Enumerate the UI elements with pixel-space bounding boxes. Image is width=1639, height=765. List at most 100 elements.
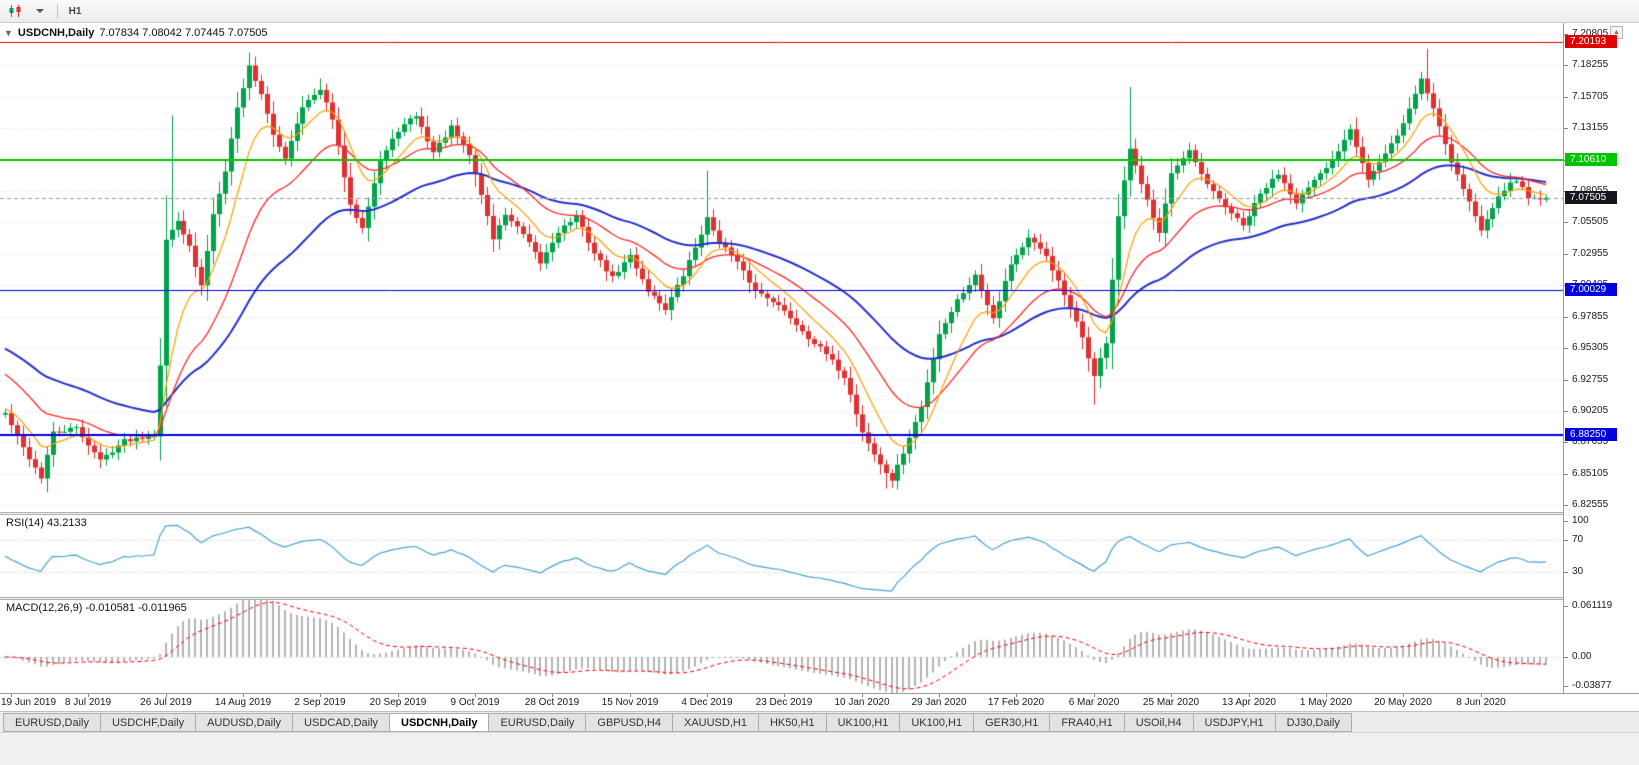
chart-tab-FRA40-H1[interactable]: FRA40,H1 xyxy=(1049,713,1124,732)
axis-tick-mark xyxy=(1564,34,1568,35)
date-label: 15 Nov 2019 xyxy=(601,697,659,708)
candlestick-chart-icon xyxy=(9,5,21,17)
axis-tick-mark xyxy=(1564,128,1568,129)
time-tick-mark xyxy=(1326,694,1327,697)
time-tick-mark xyxy=(784,694,785,697)
time-tick-mark xyxy=(939,694,940,697)
chart-tab-GER30-H1[interactable]: GER30,H1 xyxy=(973,713,1050,732)
chart-tab-EURUSD-Daily[interactable]: EURUSD,Daily xyxy=(3,713,100,732)
current-price-label: 7.07505 xyxy=(1565,191,1617,204)
date-label: 2 Sep 2019 xyxy=(294,697,346,708)
chart-tab-XAUUSD-H1[interactable]: XAUUSD,H1 xyxy=(671,713,758,732)
axis-tick-label: 0.00 xyxy=(1572,651,1592,662)
date-label: 20 May 2020 xyxy=(1374,697,1432,708)
axis-tick-mark xyxy=(1564,380,1568,381)
time-tick-mark xyxy=(1016,694,1017,697)
chart-tab-USDJPY-H1[interactable]: USDJPY,H1 xyxy=(1192,713,1275,732)
axis-tick-label: 6.92755 xyxy=(1572,374,1609,385)
time-tick-mark xyxy=(862,694,863,697)
hline-price-label: 7.00029 xyxy=(1565,283,1617,296)
timeframe-button-H1[interactable]: H1 xyxy=(63,2,87,21)
chart-tab-GBPUSD-H4[interactable]: GBPUSD,H4 xyxy=(585,713,672,732)
chart-tab-USDCAD-Daily[interactable]: USDCAD,Daily xyxy=(292,713,390,732)
time-tick-mark xyxy=(398,694,399,697)
axis-tick-mark xyxy=(1564,348,1568,349)
time-tick-mark xyxy=(243,694,244,697)
axis-tick-label: 30 xyxy=(1572,566,1584,577)
date-label: 20 Sep 2019 xyxy=(369,697,427,708)
date-label: 25 Mar 2020 xyxy=(1142,697,1200,708)
time-tick-mark xyxy=(475,694,476,697)
date-label: 4 Dec 2019 xyxy=(681,697,733,708)
timeframe-toolbar: M1M5M15M30H1H4D1W1MN xyxy=(0,0,1639,93)
axis-tick-mark xyxy=(1564,254,1568,255)
chart-title: ▼ USDCNH,Daily 7.07834 7.08042 7.07445 7… xyxy=(4,27,268,39)
time-tick-mark xyxy=(1171,694,1172,697)
price-axis[interactable]: ▲ 7.208057.182557.157057.131557.106057.0… xyxy=(1563,23,1639,693)
axis-tick-mark xyxy=(1564,65,1568,66)
date-label: 19 Jun 2019 xyxy=(1,697,57,708)
axis-tick-label: 6.85105 xyxy=(1572,468,1609,479)
axis-tick-mark xyxy=(1564,572,1568,573)
date-label: 14 Aug 2019 xyxy=(214,697,272,708)
axis-tick-mark xyxy=(1564,686,1568,687)
time-tick-mark xyxy=(88,694,89,697)
hline-price-label: 7.20193 xyxy=(1565,35,1617,48)
one-click-trading-arrow-icon[interactable]: ▼ xyxy=(4,28,13,38)
axis-tick-mark xyxy=(1564,222,1568,223)
chart-type-icon[interactable] xyxy=(3,2,27,21)
axis-tick-mark xyxy=(1564,606,1568,607)
time-tick-mark xyxy=(630,694,631,697)
axis-tick-label: 7.20805 xyxy=(1572,28,1609,39)
axis-tick-label: 0.061119 xyxy=(1572,600,1613,611)
chart-tab-UK100-H1[interactable]: UK100,H1 xyxy=(899,713,974,732)
axis-tick-mark xyxy=(1564,540,1568,541)
axis-tick-label: 7.05505 xyxy=(1572,216,1609,227)
date-label: 17 Feb 2020 xyxy=(987,697,1045,708)
chart-tab-AUDUSD-Daily[interactable]: AUDUSD,Daily xyxy=(195,713,293,732)
axis-tick-label: 7.13155 xyxy=(1572,122,1609,133)
axis-tick-mark xyxy=(1564,474,1568,475)
chart-tab-DJ30-Daily[interactable]: DJ30,Daily xyxy=(1274,713,1352,732)
time-tick-mark xyxy=(1094,694,1095,697)
date-label: 8 Jun 2020 xyxy=(1456,697,1506,708)
axis-tick-label: 6.87655 xyxy=(1572,436,1609,447)
chart-tab-USOil-H4[interactable]: USOil,H4 xyxy=(1123,713,1193,732)
chart-symbol-period: USDCNH,Daily xyxy=(17,27,95,39)
chart-tab-USDCNH-Daily[interactable]: USDCNH,Daily xyxy=(389,713,489,732)
toolbar-separator xyxy=(57,3,58,19)
axis-tick-mark xyxy=(1564,521,1568,522)
axis-tick-mark xyxy=(1564,442,1568,443)
time-tick-mark xyxy=(166,694,167,697)
time-tick-mark xyxy=(1403,694,1404,697)
rsi-indicator-label: RSI(14) 43.2133 xyxy=(6,517,87,529)
chart-tab-EURUSD-Daily[interactable]: EURUSD,Daily xyxy=(488,713,586,732)
chart-type-dropdown-icon[interactable] xyxy=(28,2,52,21)
axis-tick-mark xyxy=(1564,97,1568,98)
time-axis[interactable]: 19 Jun 2019 8 Jul 2019 26 Jul 2019 14 Aug 2… xyxy=(0,693,1639,711)
axis-tick-mark xyxy=(1564,505,1568,506)
axis-tick-label: 6.97855 xyxy=(1572,311,1609,322)
date-label: 8 Jul 2019 xyxy=(64,697,112,708)
chart-ohlc-values: 7.07834 7.08042 7.07445 7.07505 xyxy=(99,27,268,39)
pane-splitter-rsi[interactable] xyxy=(0,512,1639,515)
time-tick-mark xyxy=(1249,694,1250,697)
chart-tab-USDCHF-Daily[interactable]: USDCHF,Daily xyxy=(99,713,196,732)
axis-tick-label: -0.03877 xyxy=(1572,680,1612,691)
chart-tab-UK100-H1[interactable]: UK100,H1 xyxy=(825,713,900,732)
chart-tab-HK50-H1[interactable]: HK50,H1 xyxy=(757,713,826,732)
date-label: 28 Oct 2019 xyxy=(524,697,580,708)
axis-tick-label: 6.82555 xyxy=(1572,499,1609,510)
date-label: 9 Oct 2019 xyxy=(450,697,500,708)
price-chart-canvas[interactable] xyxy=(0,23,1563,693)
hline-price-label: 6.88250 xyxy=(1565,428,1617,441)
hline-price-label: 7.10610 xyxy=(1565,153,1617,166)
pane-splitter-macd[interactable] xyxy=(0,597,1639,600)
axis-tick-label: 6.90205 xyxy=(1572,405,1609,416)
axis-tick-label: 7.15705 xyxy=(1572,91,1609,102)
chart-plot-area: ▼ USDCNH,Daily 7.07834 7.08042 7.07445 7… xyxy=(0,23,1639,711)
date-label: 10 Jan 2020 xyxy=(834,697,890,708)
axis-tick-mark xyxy=(1564,411,1568,412)
axis-tick-label: 7.18255 xyxy=(1572,59,1609,70)
